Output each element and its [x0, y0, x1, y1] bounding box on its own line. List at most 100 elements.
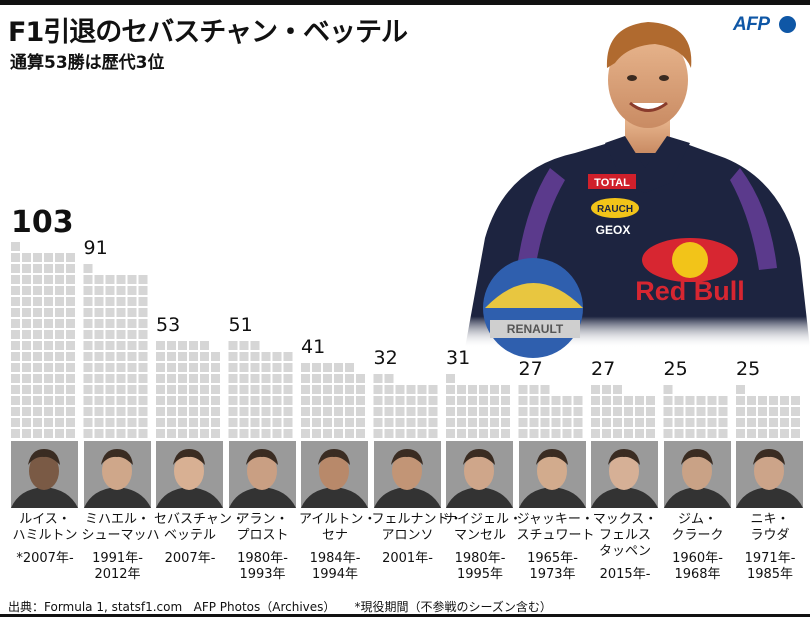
driver-portrait-icon	[228, 441, 296, 508]
win-square	[55, 275, 64, 284]
driver-name: ミハエル・ シューマッハ	[81, 512, 160, 543]
win-square	[562, 396, 572, 405]
wins-value-label: 32	[374, 347, 398, 369]
win-square	[323, 363, 332, 372]
win-square	[44, 429, 53, 438]
win-square	[189, 418, 198, 427]
win-square	[345, 418, 354, 427]
win-square	[11, 341, 20, 350]
win-square	[591, 429, 600, 438]
win-square	[178, 429, 187, 438]
win-square	[94, 429, 104, 438]
win-square	[736, 396, 745, 405]
win-square	[200, 374, 209, 383]
win-square	[83, 341, 93, 350]
win-square	[283, 352, 293, 361]
win-square	[417, 396, 427, 405]
win-square	[791, 407, 800, 416]
win-square	[178, 407, 187, 416]
win-square	[11, 319, 20, 328]
win-square	[501, 418, 510, 427]
win-square	[105, 308, 115, 317]
win-square	[66, 253, 75, 262]
win-square	[189, 407, 198, 416]
win-square	[211, 352, 220, 361]
win-square	[167, 385, 176, 394]
win-square	[83, 264, 93, 273]
win-square	[261, 396, 271, 405]
win-square	[250, 418, 260, 427]
win-square	[228, 418, 238, 427]
win-square	[22, 264, 31, 273]
win-square	[116, 341, 126, 350]
driver-portrait-icon	[446, 441, 513, 508]
win-square	[674, 396, 684, 405]
win-square	[301, 374, 310, 383]
win-square	[44, 374, 53, 383]
bar-8	[591, 385, 655, 438]
win-square	[11, 330, 20, 339]
win-square	[428, 429, 438, 438]
win-square	[674, 418, 684, 427]
win-square	[791, 396, 800, 405]
wins-value-label: 51	[229, 314, 253, 336]
wins-value-label: 91	[84, 237, 108, 259]
win-square	[468, 418, 477, 427]
win-square	[562, 429, 572, 438]
win-square	[211, 407, 220, 416]
win-square	[624, 429, 633, 438]
win-square	[395, 418, 405, 427]
win-square	[468, 429, 477, 438]
win-square	[127, 363, 137, 372]
win-square	[428, 407, 438, 416]
win-square	[116, 429, 126, 438]
win-square	[373, 385, 383, 394]
win-square	[83, 286, 93, 295]
driver-career-years: 1984年- 1994年	[309, 551, 361, 582]
win-square	[602, 407, 611, 416]
win-square	[22, 253, 31, 262]
win-square	[250, 352, 260, 361]
win-square	[518, 429, 528, 438]
win-square	[189, 363, 198, 372]
win-square	[138, 418, 148, 427]
win-square	[250, 429, 260, 438]
bar-10	[736, 385, 800, 438]
sponsor-rauch: RAUCH	[597, 204, 633, 215]
win-square	[156, 385, 165, 394]
win-square	[22, 341, 31, 350]
win-square	[33, 319, 42, 328]
win-square	[44, 341, 53, 350]
win-square	[250, 396, 260, 405]
win-square	[127, 330, 137, 339]
win-square	[83, 396, 93, 405]
win-square	[44, 407, 53, 416]
bar-4	[301, 363, 365, 438]
driver-career-years: 1980年- 1993年	[237, 551, 288, 582]
driver-name: アラン・ プロスト	[236, 512, 289, 543]
win-square	[301, 407, 310, 416]
win-square	[272, 396, 282, 405]
win-square	[200, 396, 209, 405]
win-square	[373, 396, 383, 405]
bar-9	[663, 385, 728, 438]
win-square	[518, 407, 528, 416]
win-square	[138, 352, 148, 361]
win-square	[127, 275, 137, 284]
win-square	[127, 418, 137, 427]
win-square	[758, 407, 767, 416]
win-square	[11, 385, 20, 394]
win-square	[66, 319, 75, 328]
win-square	[345, 374, 354, 383]
win-square	[334, 374, 343, 383]
win-square	[428, 418, 438, 427]
win-square	[646, 407, 655, 416]
win-square	[780, 418, 789, 427]
win-square	[11, 418, 20, 427]
wins-value-label: 27	[519, 358, 543, 380]
win-square	[33, 374, 42, 383]
wins-value-label: 41	[301, 336, 325, 358]
win-square	[116, 286, 126, 295]
win-square	[55, 418, 64, 427]
win-square	[55, 352, 64, 361]
